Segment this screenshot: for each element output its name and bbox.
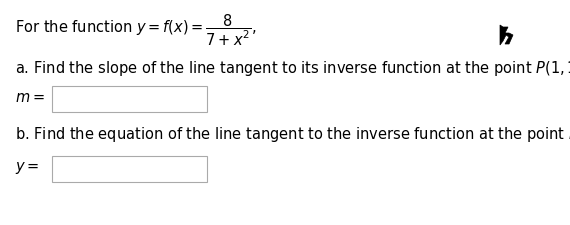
FancyBboxPatch shape xyxy=(52,156,207,182)
Text: For the function $y = f(x) = \dfrac{8}{7 + x^2},$: For the function $y = f(x) = \dfrac{8}{7… xyxy=(15,12,256,48)
Text: a. Find the slope of the line tangent to its inverse function at the point $P(1,: a. Find the slope of the line tangent to… xyxy=(15,58,570,77)
Text: $m = $: $m = $ xyxy=(15,90,44,106)
FancyBboxPatch shape xyxy=(52,86,207,112)
Text: b. Find the equation of the line tangent to the inverse function at the point $P: b. Find the equation of the line tangent… xyxy=(15,126,570,144)
Text: $y = $: $y = $ xyxy=(15,160,39,176)
Polygon shape xyxy=(500,25,513,45)
